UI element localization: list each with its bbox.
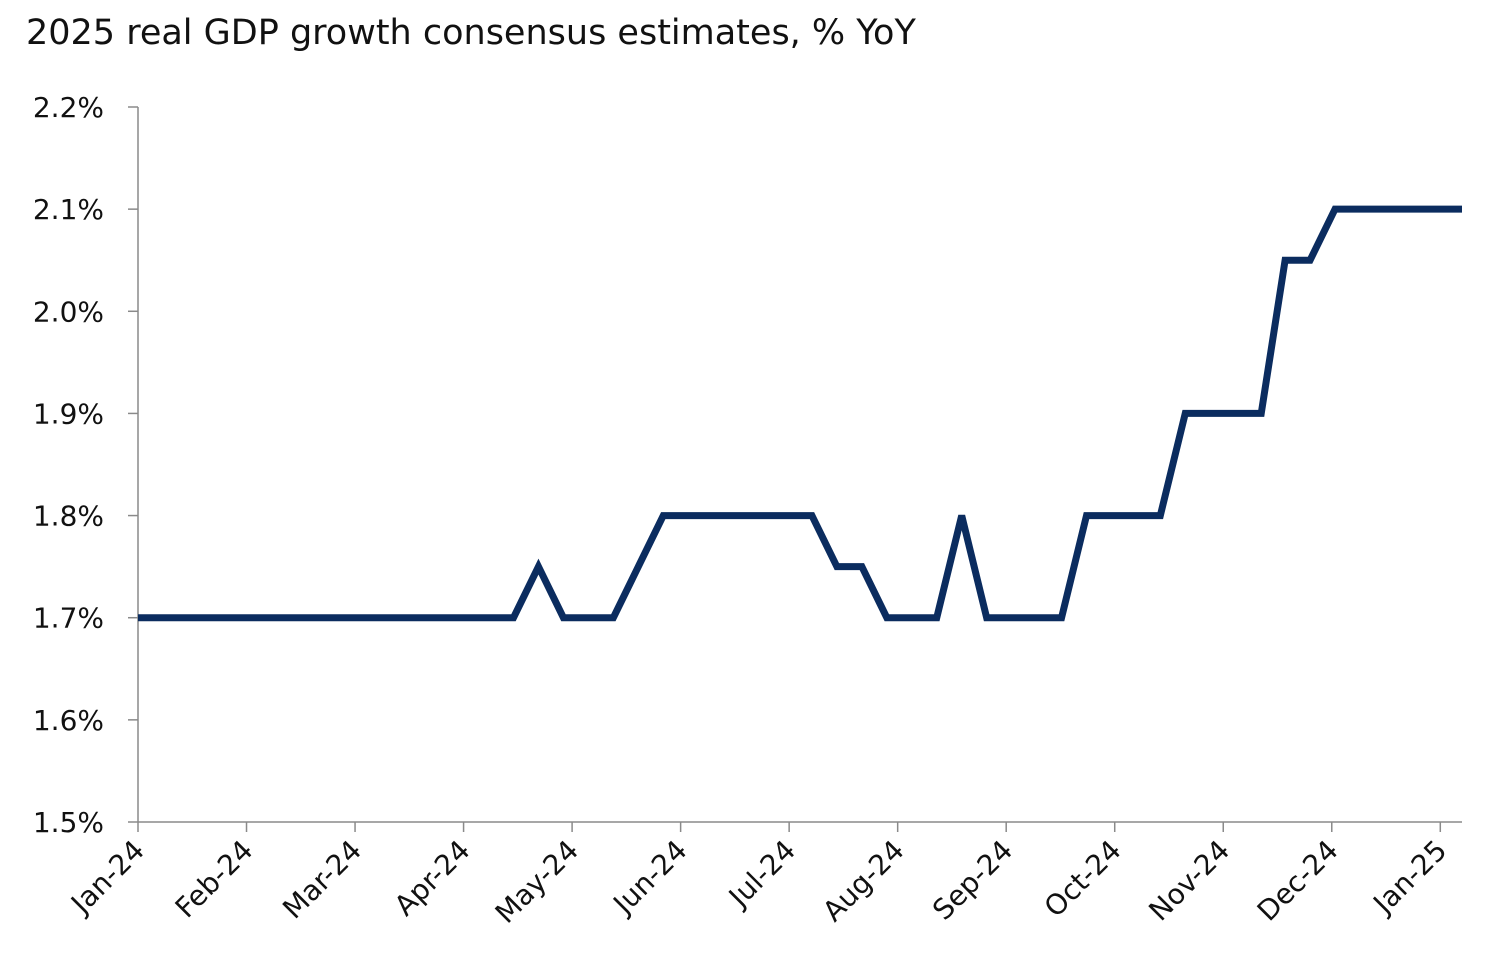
x-tick-label: Aug-24	[816, 834, 910, 928]
x-tick-label: Feb-24	[169, 834, 260, 925]
y-tick-label: 2.1%	[33, 193, 104, 226]
x-tick-label: Dec-24	[1251, 834, 1345, 928]
x-tick-label: Sep-24	[926, 834, 1019, 927]
x-tick-label: Mar-24	[276, 834, 368, 926]
y-tick-label: 1.6%	[33, 704, 104, 737]
y-tick-label: 2.2%	[33, 91, 104, 124]
y-tick-label: 1.7%	[33, 602, 104, 635]
y-tick-label: 1.5%	[33, 806, 104, 839]
x-tick-label: Jul-24	[721, 834, 802, 915]
data-line	[138, 205, 1462, 622]
x-tick-label: Jan-24	[63, 834, 151, 922]
x-tick-label: May-24	[489, 834, 585, 930]
y-tick-label: 1.8%	[33, 500, 104, 533]
chart-title: 2025 real GDP growth consensus estimates…	[26, 13, 916, 53]
y-tick-label: 2.0%	[33, 295, 104, 328]
y-tick-label: 1.9%	[33, 397, 104, 430]
x-tick-label: Apr-24	[388, 834, 477, 923]
x-tick-label: Nov-24	[1142, 834, 1236, 928]
x-tick-label: Jan-25	[1366, 834, 1454, 922]
x-tick-label: Oct-24	[1038, 834, 1128, 924]
x-tick-label: Jun-24	[606, 834, 694, 922]
